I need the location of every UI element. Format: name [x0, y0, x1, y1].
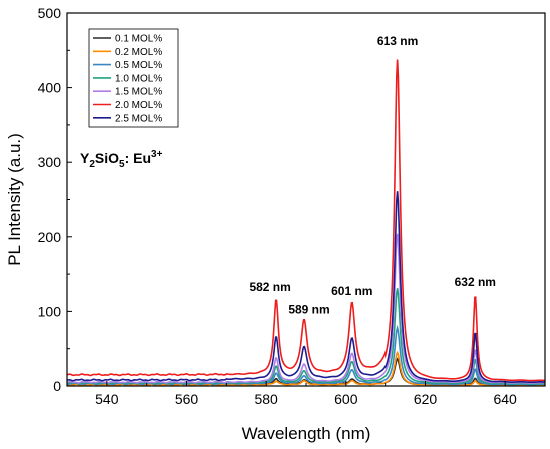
- x-tick-label: 560: [175, 391, 199, 407]
- legend-entry: 1.0 MOL%: [115, 73, 162, 84]
- compound-sub1: 2: [89, 159, 95, 170]
- ticks-layer: 540 560 580 600 620 640 0 100 200 300 400 500: [38, 5, 546, 407]
- x-tick-label: 600: [334, 391, 358, 407]
- x-axis-title: Wavelength (nm): [242, 424, 371, 443]
- y-tick-label: 200: [38, 229, 62, 245]
- legend-entry: 1.5 MOL%: [115, 87, 162, 98]
- legend-entry: 2.0 MOL%: [115, 100, 162, 111]
- series-line: [66, 191, 546, 384]
- compound-sup: 3+: [151, 149, 163, 160]
- y-tick-label: 500: [38, 5, 62, 21]
- peak-label: 601 nm: [331, 284, 372, 298]
- y-axis-title: PL Intensity (a.u.): [5, 133, 24, 266]
- series-line: [66, 59, 546, 382]
- legend: 0.1 MOL% 0.2 MOL% 0.5 MOL% 1.0 MOL% 1.5 MOL%…: [88, 28, 179, 128]
- legend-entry: 0.2 MOL%: [115, 47, 162, 58]
- legend-entry: 0.1 MOL%: [115, 34, 162, 45]
- x-tick-label: 580: [254, 391, 278, 407]
- peak-label: 613 nm: [377, 34, 418, 48]
- x-tick-label: 620: [414, 391, 438, 407]
- y-tick-label: 100: [38, 303, 62, 319]
- peak-label: 589 nm: [288, 302, 329, 316]
- legend-entry: 0.5 MOL%: [115, 60, 162, 71]
- y-tick-label: 400: [38, 80, 62, 96]
- legend-entry: 2.5 MOL%: [115, 113, 162, 124]
- compound-mid: SiO: [95, 150, 119, 166]
- peak-label: 582 nm: [249, 280, 290, 294]
- peak-label: 632 nm: [455, 275, 496, 289]
- compound-tail: : Eu: [125, 150, 151, 166]
- compound-base: Y: [80, 150, 90, 166]
- compound-sub2: 5: [119, 159, 125, 170]
- x-tick-label: 640: [493, 391, 517, 407]
- y-tick-label: 0: [53, 378, 61, 394]
- series-line: [66, 233, 546, 384]
- x-tick-label: 540: [95, 391, 119, 407]
- y-tick-label: 300: [38, 154, 62, 170]
- compound-label: Y2SiO5: Eu3+: [80, 149, 163, 170]
